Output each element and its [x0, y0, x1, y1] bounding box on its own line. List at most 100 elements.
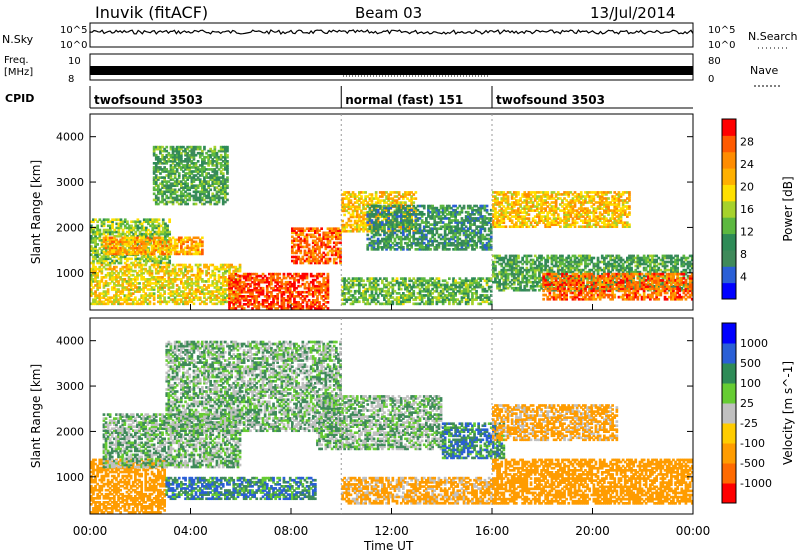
- heatmap-cell: [106, 228, 110, 232]
- heatmap-cell: [128, 232, 131, 236]
- heatmap-cell: [374, 201, 378, 204]
- heatmap-cell: [128, 226, 131, 230]
- heatmap-cell: [115, 244, 118, 248]
- heatmap-cell: [203, 166, 206, 169]
- heatmap-cell: [111, 226, 114, 230]
- heatmap-cell: [184, 273, 187, 277]
- heatmap-cell: [318, 261, 321, 265]
- heatmap-cell: [309, 235, 313, 239]
- heatmap-cell: [343, 283, 346, 287]
- heatmap-cell: [142, 276, 145, 279]
- heatmap-cell: [406, 300, 409, 304]
- heatmap-cell: [140, 294, 143, 297]
- heatmap-cell: [177, 164, 181, 167]
- heatmap-cell: [90, 273, 93, 277]
- heatmap-cell: [441, 208, 445, 212]
- heatmap-cell: [186, 176, 189, 179]
- heatmap-cell: [213, 147, 217, 151]
- heatmap-cell: [466, 227, 470, 231]
- heatmap-cell: [238, 280, 242, 284]
- heatmap-cell: [152, 176, 156, 179]
- heatmap-cell: [305, 305, 309, 308]
- heatmap-cell: [343, 229, 346, 233]
- heatmap-cell: [169, 188, 173, 192]
- heatmap-cell: [142, 218, 146, 222]
- heatmap-cell: [314, 301, 317, 304]
- heatmap-cell: [374, 231, 378, 235]
- heatmap-cell: [165, 180, 169, 183]
- heatmap-cell: [347, 229, 351, 233]
- heatmap-cell: [339, 253, 342, 257]
- heatmap-cell: [113, 239, 117, 242]
- heatmap-cell: [198, 242, 202, 246]
- heatmap-cell: [452, 237, 455, 241]
- heatmap-cell: [117, 288, 120, 291]
- heatmap-cell: [314, 290, 317, 294]
- heatmap-cell: [194, 170, 198, 173]
- heatmap-cell: [157, 222, 161, 226]
- heatmap-cell: [142, 244, 145, 248]
- heatmap-cell: [192, 202, 196, 206]
- heatmap-cell: [157, 168, 160, 171]
- heatmap-cell: [372, 296, 376, 299]
- heatmap-cell: [157, 232, 161, 236]
- heatmap-cell: [406, 225, 409, 229]
- heatmap-cell: [152, 188, 156, 192]
- heatmap-cell: [154, 236, 158, 240]
- heatmap-cell: [144, 300, 148, 304]
- heatmap-cell: [149, 218, 152, 222]
- heatmap-cell: [224, 149, 227, 153]
- heatmap-cell: [175, 184, 179, 188]
- heatmap-cell: [242, 297, 246, 300]
- heatmap-cell: [406, 210, 409, 214]
- heatmap-cell: [397, 235, 401, 239]
- heatmap-cell: [129, 240, 133, 244]
- heatmap-cell: [92, 247, 95, 250]
- heatmap-cell: [184, 176, 187, 179]
- heatmap-cell: [119, 220, 123, 224]
- heatmap-cell: [257, 282, 261, 286]
- heatmap-cell: [198, 145, 202, 149]
- heatmap-cell: [445, 233, 449, 237]
- heatmap-cell: [322, 295, 326, 298]
- heatmap-cell: [169, 178, 173, 181]
- heatmap-cell: [209, 153, 212, 157]
- heatmap-cell: [483, 223, 487, 226]
- heatmap-cell: [353, 277, 357, 280]
- heatmap-cell: [165, 168, 169, 171]
- heatmap-cell: [416, 248, 420, 251]
- heatmap-cell: [96, 220, 100, 224]
- heatmap-cell: [284, 280, 288, 284]
- heatmap-cell: [194, 188, 198, 192]
- heatmap-cell: [196, 280, 200, 283]
- heatmap-cell: [328, 249, 332, 253]
- heatmap-cell: [90, 267, 93, 271]
- heatmap-cell: [165, 162, 169, 165]
- heatmap-cell: [309, 251, 313, 255]
- heatmap-cell: [272, 305, 275, 308]
- heatmap-cell: [339, 237, 342, 241]
- heatmap-cell: [381, 207, 384, 211]
- heatmap-cell: [194, 153, 198, 157]
- heatmap-cell: [186, 250, 189, 254]
- heatmap-cell: [94, 276, 97, 279]
- heatmap-cell: [213, 149, 217, 153]
- heatmap-cell: [154, 145, 158, 149]
- heatmap-cell: [378, 204, 382, 208]
- heatmap-cell: [90, 282, 93, 285]
- heatmap-cell: [90, 288, 93, 291]
- heatmap-cell: [326, 286, 330, 290]
- heatmap-cell: [201, 164, 204, 167]
- heatmap-cell: [383, 209, 386, 213]
- heatmap-cell: [123, 255, 127, 259]
- heatmap-cell: [129, 250, 133, 254]
- heatmap-cell: [157, 282, 160, 285]
- heatmap-cell: [335, 247, 338, 251]
- heatmap-cell: [244, 297, 248, 300]
- heatmap-cell: [94, 257, 97, 261]
- heatmap-cell: [168, 230, 172, 234]
- heatmap-cell: [358, 207, 361, 211]
- heatmap-cell: [144, 246, 148, 250]
- heatmap-cell: [355, 283, 359, 287]
- heatmap-cell: [347, 191, 351, 194]
